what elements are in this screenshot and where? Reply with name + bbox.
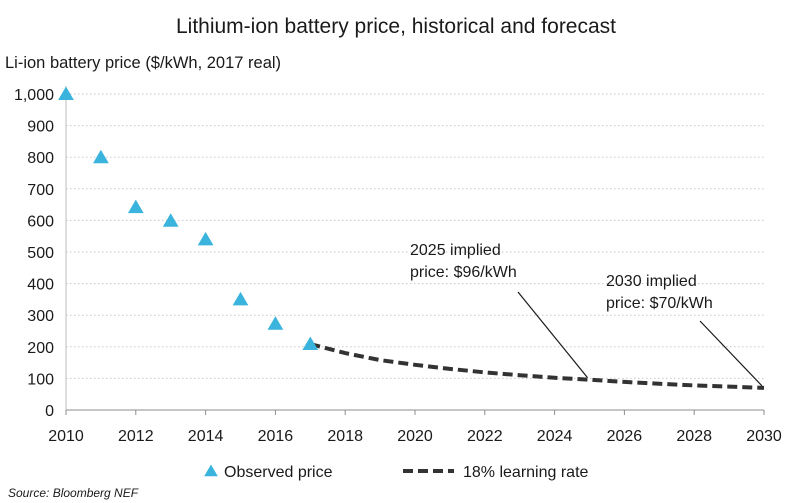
- observed-point-2014: [197, 231, 214, 246]
- observed-price-series: [58, 86, 319, 350]
- y-tick-labels: 0 100 200 300 400 500 600 700 800 900 1,000: [14, 87, 54, 420]
- x-tick-2016: 2016: [258, 428, 294, 445]
- observed-point-2015: [232, 291, 249, 306]
- y-tick-200: 200: [27, 340, 54, 357]
- x-tick-2026: 2026: [607, 428, 643, 445]
- x-tick-2010: 2010: [48, 428, 84, 445]
- legend: Observed price 18% learning rate: [204, 464, 589, 481]
- annotation-2025-line-2: price: $96/kWh: [410, 264, 517, 281]
- x-tick-2020: 2020: [397, 428, 433, 445]
- gridlines: [66, 93, 764, 379]
- annotation-2030-line-1: 2030 implied: [606, 273, 697, 290]
- y-tick-0: 0: [45, 403, 54, 420]
- annotation-2025-line-1: 2025 implied: [410, 242, 501, 259]
- learning-rate-series: [309, 342, 765, 390]
- y-tick-100: 100: [27, 371, 54, 388]
- y-axis-label: Li-ion battery price ($/kWh, 2017 real): [5, 54, 281, 72]
- y-tick-400: 400: [27, 277, 54, 294]
- observed-point-2012: [127, 199, 144, 214]
- x-tick-2022: 2022: [467, 428, 503, 445]
- y-tick-300: 300: [27, 308, 54, 325]
- observed-point-2017: [302, 336, 319, 350]
- annotation-2025-leader: [517, 291, 588, 379]
- x-tick-2030: 2030: [746, 428, 782, 445]
- annotations: 2025 implied price: $96/kWh 2030 implied pr…: [410, 242, 763, 387]
- y-tick-700: 700: [27, 182, 54, 199]
- x-tick-2012: 2012: [118, 428, 154, 445]
- annotation-2030-leader: [699, 320, 763, 387]
- legend-observed-label: Observed price: [224, 464, 333, 481]
- observed-point-2011: [93, 149, 109, 164]
- learning-rate-line: [309, 342, 765, 390]
- source-note: Source: Bloomberg NEF: [8, 486, 139, 500]
- y-tick-600: 600: [27, 213, 54, 230]
- x-tick-2018: 2018: [327, 428, 363, 445]
- observed-point-2010: [58, 86, 74, 100]
- x-tick-labels: 2010 2012 2014 2016 2018 2020 2022 2024 2026 2028…: [48, 410, 782, 445]
- annotation-2030-line-2: price: $70/kWh: [606, 295, 713, 312]
- y-tick-1000: 1,000: [14, 87, 54, 104]
- x-tick-2028: 2028: [676, 428, 712, 445]
- y-tick-900: 900: [27, 119, 54, 136]
- observed-point-2016: [267, 316, 284, 330]
- x-tick-2014: 2014: [188, 428, 224, 445]
- legend-observed-marker: [204, 464, 218, 477]
- observed-point-2013: [162, 213, 179, 227]
- legend-learning-rate-label: 18% learning rate: [463, 464, 589, 481]
- chart-title: Lithium-ion battery price, historical an…: [176, 15, 616, 38]
- y-tick-800: 800: [27, 150, 54, 167]
- x-tick-2024: 2024: [537, 428, 573, 445]
- y-tick-500: 500: [27, 245, 54, 262]
